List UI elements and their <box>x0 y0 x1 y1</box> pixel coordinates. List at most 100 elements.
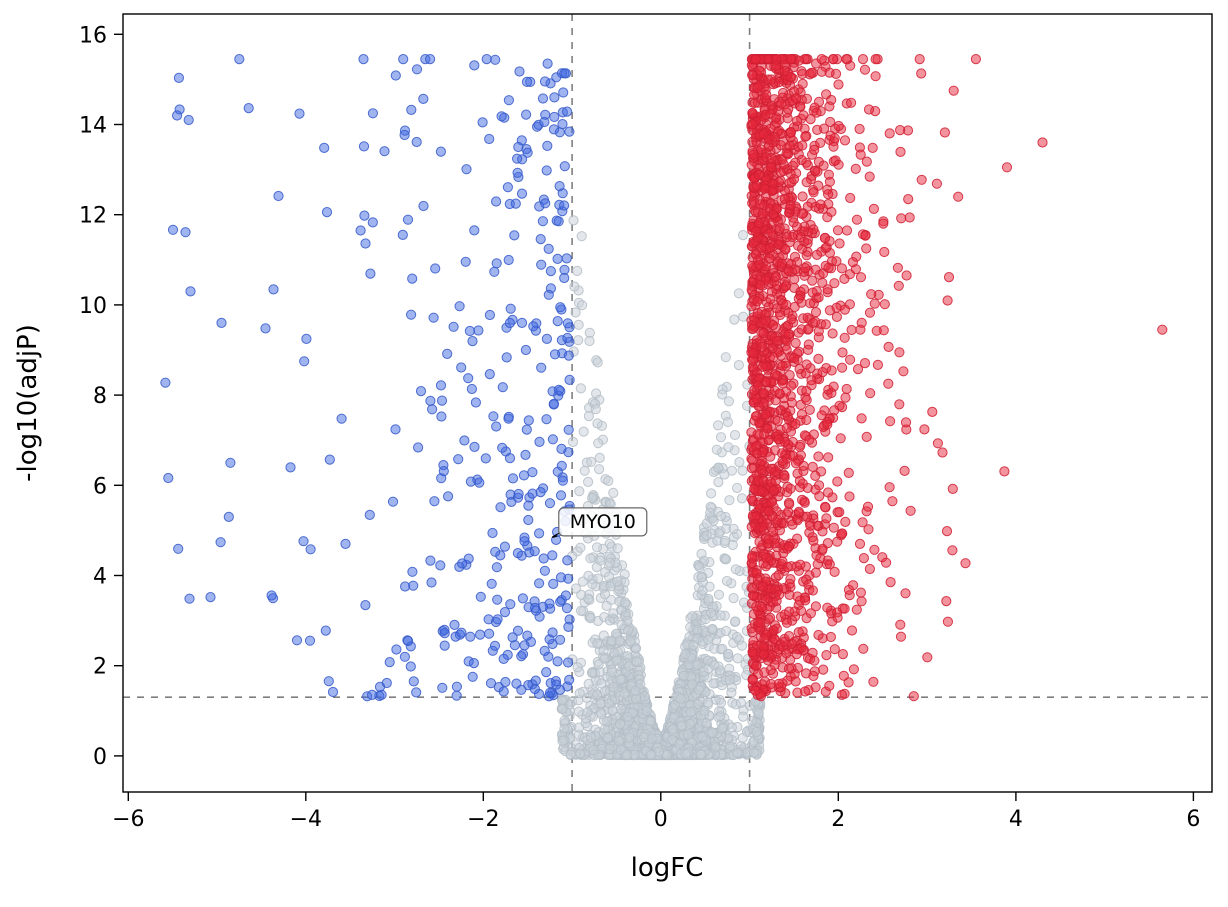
data-point <box>824 67 835 78</box>
data-point <box>442 348 453 359</box>
data-point <box>960 558 971 569</box>
data-point <box>711 444 722 455</box>
data-point <box>490 54 501 65</box>
data-point <box>870 71 881 82</box>
data-point <box>561 253 572 264</box>
data-point <box>530 602 541 614</box>
data-point <box>857 517 868 528</box>
data-point <box>451 681 462 692</box>
data-point <box>799 497 810 508</box>
data-point <box>612 576 623 587</box>
data-point <box>835 433 846 444</box>
data-point <box>542 140 553 151</box>
data-point <box>535 234 546 245</box>
data-point <box>846 97 857 108</box>
data-point <box>795 101 806 112</box>
data-point <box>491 421 502 432</box>
data-point <box>327 686 339 698</box>
data-point <box>553 384 565 395</box>
data-point <box>487 527 498 539</box>
data-point <box>736 640 748 651</box>
data-point <box>790 337 801 349</box>
data-point <box>818 160 829 171</box>
data-point <box>510 198 521 209</box>
data-point <box>861 431 872 442</box>
data-point <box>789 606 800 617</box>
data-point <box>539 645 550 657</box>
data-point <box>435 380 447 391</box>
data-point <box>541 333 553 344</box>
data-point <box>562 332 573 344</box>
data-point <box>805 114 816 125</box>
data-point <box>807 461 818 472</box>
data-point <box>919 424 930 435</box>
data-point <box>763 54 774 65</box>
data-point <box>893 280 904 291</box>
data-point <box>764 243 775 254</box>
data-point <box>783 329 794 340</box>
data-point <box>496 111 507 122</box>
data-point <box>557 475 569 486</box>
data-point <box>845 192 856 204</box>
data-point <box>729 314 740 325</box>
data-point <box>756 601 767 613</box>
data-point <box>820 319 831 330</box>
data-point <box>559 200 570 211</box>
data-point <box>611 655 622 666</box>
data-point <box>810 307 822 318</box>
data-point <box>815 199 826 210</box>
data-point <box>851 604 862 615</box>
data-point <box>801 385 812 397</box>
data-point <box>726 687 737 698</box>
data-point <box>800 131 811 142</box>
data-point <box>561 603 573 614</box>
data-point <box>355 225 366 236</box>
data-point <box>486 578 497 589</box>
data-point <box>822 602 833 613</box>
data-point <box>805 298 816 309</box>
data-point <box>756 464 767 476</box>
data-point <box>505 599 516 610</box>
data-point <box>705 607 717 618</box>
data-point <box>942 616 954 627</box>
data-point <box>816 410 827 421</box>
data-point <box>730 564 741 575</box>
data-point <box>869 298 880 309</box>
data-point <box>834 506 845 518</box>
data-point <box>481 54 492 65</box>
data-point <box>861 156 872 167</box>
data-point <box>559 715 570 726</box>
data-point <box>548 578 559 590</box>
x-tick-label: 0 <box>654 807 668 832</box>
data-point <box>870 54 881 65</box>
data-point <box>747 647 758 658</box>
data-point <box>555 302 566 313</box>
data-point <box>785 71 796 82</box>
data-point <box>738 711 749 722</box>
data-point <box>163 472 174 484</box>
data-point <box>624 732 635 743</box>
data-point <box>564 699 575 710</box>
data-point <box>1157 324 1168 335</box>
data-point <box>243 103 254 114</box>
data-point <box>834 238 845 249</box>
data-point <box>856 413 867 424</box>
data-point <box>475 629 486 640</box>
data-point <box>541 165 552 176</box>
data-point <box>491 196 502 207</box>
data-point <box>773 678 784 689</box>
data-point <box>895 146 906 157</box>
data-point <box>730 616 741 627</box>
data-point <box>554 684 566 696</box>
data-point <box>484 369 495 380</box>
data-point <box>859 358 871 369</box>
data-point <box>504 317 515 329</box>
data-point <box>797 191 808 202</box>
data-point <box>781 648 792 659</box>
data-point <box>810 264 821 275</box>
data-point <box>451 690 462 701</box>
data-point <box>516 651 527 662</box>
data-point <box>939 127 951 138</box>
data-point <box>752 296 763 307</box>
data-point <box>565 749 576 760</box>
